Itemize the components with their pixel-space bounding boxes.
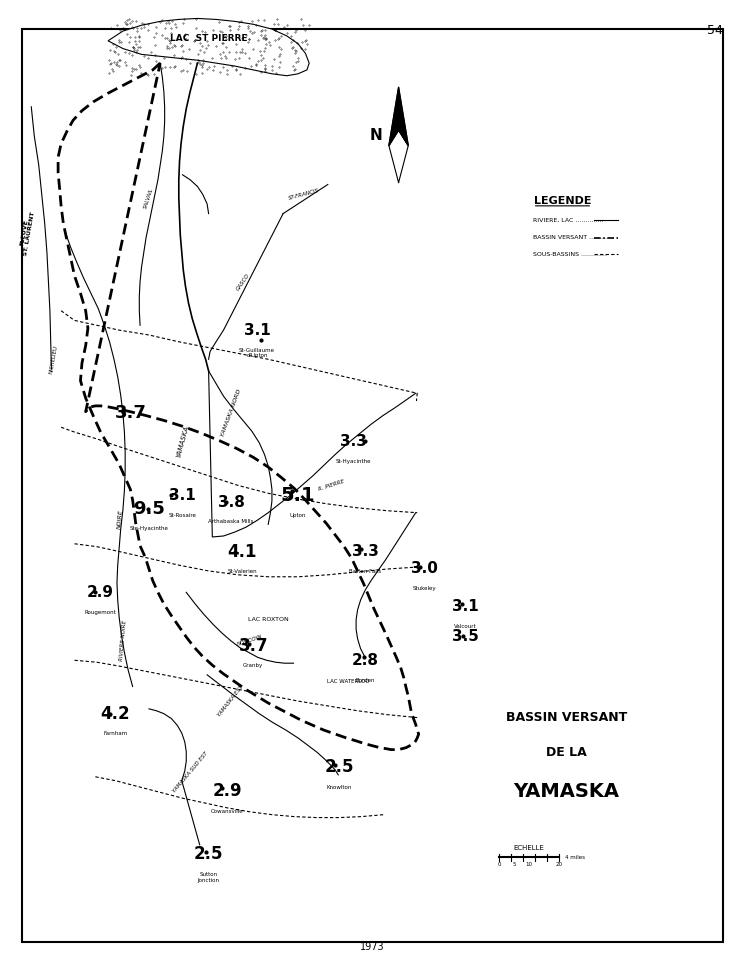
Text: YAMASKA: YAMASKA: [513, 782, 619, 801]
Text: GASCO: GASCO: [236, 272, 251, 291]
Text: 2.9: 2.9: [87, 585, 114, 600]
Text: YAMASKA: YAMASKA: [175, 425, 190, 458]
Text: 54: 54: [707, 24, 723, 37]
Text: 4 miles: 4 miles: [565, 854, 585, 860]
Text: YAMASKA NORD: YAMASKA NORD: [220, 388, 242, 437]
Text: 2.5: 2.5: [194, 846, 224, 863]
Text: YAMASKA SUD EST: YAMASKA SUD EST: [172, 751, 209, 793]
Text: LEGENDE: LEGENDE: [533, 196, 592, 206]
Text: FLEUVE
ST. LAURENT: FLEUVE ST. LAURENT: [18, 210, 36, 256]
Text: Knowlton: Knowlton: [326, 785, 352, 789]
Text: 3.1: 3.1: [452, 599, 479, 615]
Text: N: N: [370, 128, 383, 144]
Text: Upton: Upton: [290, 513, 306, 518]
Text: BASSIN VERSANT .........: BASSIN VERSANT .........: [533, 235, 606, 241]
Text: 4.2: 4.2: [101, 705, 130, 722]
Text: LAC ROXTON: LAC ROXTON: [248, 617, 288, 622]
Text: St-Rosaire: St-Rosaire: [168, 513, 197, 518]
Text: Rougemont: Rougemont: [85, 610, 116, 615]
Text: 3.3: 3.3: [352, 544, 378, 559]
Text: RIVIERE NOIRE: RIVIERE NOIRE: [118, 620, 127, 661]
Text: Ste-Hyacinthe: Ste-Hyacinthe: [130, 526, 168, 531]
Text: Granby: Granby: [243, 663, 264, 668]
Text: RIVIERE, LAC ..............: RIVIERE, LAC ..............: [533, 218, 603, 223]
Text: Arthabaska Mills: Arthabaska Mills: [209, 519, 253, 524]
Text: BASSIN VERSANT: BASSIN VERSANT: [506, 711, 627, 724]
Text: DE LA: DE LA: [546, 746, 586, 759]
Text: NOIRE: NOIRE: [118, 510, 124, 529]
Text: LAC WATERLOO: LAC WATERLOO: [327, 679, 370, 685]
Text: 0: 0: [498, 862, 501, 867]
Text: Stukeley: Stukeley: [413, 586, 437, 590]
Text: 2.5: 2.5: [324, 758, 354, 776]
Text: Valcourt: Valcourt: [454, 624, 477, 629]
Text: Barton Falls: Barton Falls: [349, 569, 381, 574]
Text: 3.0: 3.0: [411, 560, 438, 576]
Text: 2.8: 2.8: [352, 653, 378, 668]
Text: 3.3: 3.3: [340, 434, 367, 450]
Polygon shape: [108, 18, 309, 76]
Text: YAMASKA EST: YAMASKA EST: [218, 685, 244, 718]
Text: 3.1: 3.1: [169, 487, 196, 503]
Text: Sutton
Jonction: Sutton Jonction: [197, 872, 220, 883]
Text: Borden: Borden: [355, 678, 375, 683]
Text: 9.5: 9.5: [133, 500, 165, 518]
Text: R. PIERRE: R. PIERRE: [318, 479, 345, 492]
Text: 3.7: 3.7: [115, 404, 146, 421]
Text: 3.8: 3.8: [218, 494, 244, 510]
Text: 10: 10: [525, 862, 533, 867]
Text: 2.9: 2.9: [212, 783, 242, 800]
Text: 4.1: 4.1: [227, 543, 257, 560]
Text: ECHELLE: ECHELLE: [513, 845, 545, 851]
Text: 3.7: 3.7: [238, 637, 268, 654]
Text: St-Hyacinthe: St-Hyacinthe: [336, 459, 372, 464]
Text: LAC  ST PIERRE: LAC ST PIERRE: [170, 34, 247, 44]
Polygon shape: [389, 130, 408, 183]
Text: St-Guillaume
d'Upton: St-Guillaume d'Upton: [239, 348, 275, 358]
Text: NORCOIN: NORCOIN: [236, 634, 263, 648]
Polygon shape: [389, 87, 408, 146]
Text: Farnham: Farnham: [104, 731, 127, 736]
Text: 5: 5: [513, 862, 516, 867]
Text: 20: 20: [555, 862, 562, 867]
Text: 5.1: 5.1: [281, 486, 315, 505]
Text: NICHELIEU: NICHELIEU: [48, 345, 59, 374]
Text: 3.1: 3.1: [244, 322, 270, 338]
Text: Cowansville: Cowansville: [211, 809, 244, 814]
Text: St-Valerien: St-Valerien: [227, 569, 257, 574]
Text: ST-FRANCIS: ST-FRANCIS: [288, 187, 320, 201]
Text: SOUS-BASSINS .............: SOUS-BASSINS .............: [533, 251, 606, 257]
Text: SALVAIL: SALVAIL: [143, 186, 155, 210]
Text: 3.5: 3.5: [452, 628, 479, 644]
Text: 1973: 1973: [360, 942, 385, 952]
